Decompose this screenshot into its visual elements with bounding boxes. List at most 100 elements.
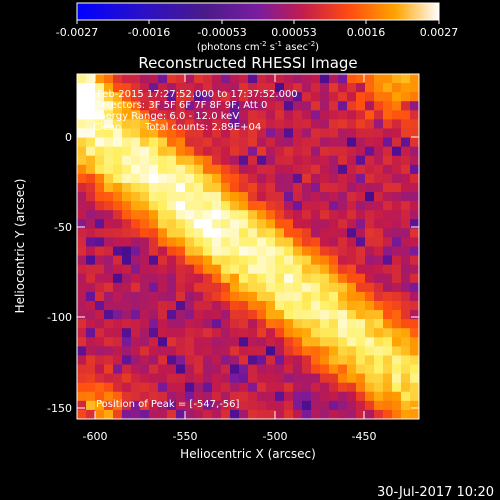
heatmap-cell: [212, 101, 222, 111]
heatmap-cell: [95, 310, 105, 320]
heatmap-cell: [230, 355, 240, 366]
heatmap-cell: [158, 182, 168, 193]
heatmap-cell: [266, 273, 276, 284]
heatmap-cell: [392, 382, 402, 393]
heatmap-cell: [302, 310, 312, 320]
heatmap-cell: [176, 337, 186, 347]
heatmap-cell: [383, 382, 393, 393]
heatmap-cell: [410, 346, 419, 357]
heatmap-cell: [149, 110, 159, 120]
heatmap-cell: [131, 110, 141, 120]
heatmap-cell: [194, 346, 204, 357]
heatmap-cell: [347, 291, 357, 302]
heatmap-cell: [347, 210, 357, 220]
heatmap-cell: [338, 328, 348, 338]
heatmap-cell: [221, 400, 231, 411]
heatmap-cell: [212, 255, 222, 266]
heatmap-cell: [95, 119, 105, 130]
heatmap-cell: [113, 237, 123, 248]
heatmap-cell: [131, 310, 141, 320]
heatmap-cell: [383, 364, 393, 375]
heatmap-cell: [239, 219, 249, 229]
heatmap-cell: [167, 319, 177, 329]
heatmap-cell: [167, 382, 177, 393]
heatmap-cell: [86, 255, 96, 266]
heatmap-cell: [383, 346, 393, 357]
heatmap-cell: [383, 337, 393, 347]
heatmap-cell: [221, 173, 231, 184]
heatmap-cell: [392, 182, 402, 193]
heatmap-cell: [158, 201, 168, 211]
heatmap-cell: [131, 382, 141, 393]
heatmap-cell: [77, 409, 87, 419]
heatmap-cell: [95, 182, 105, 193]
heatmap-cell: [176, 382, 186, 393]
heatmap-cell: [158, 282, 168, 293]
heatmap-cell: [266, 201, 276, 211]
heatmap-cell: [347, 282, 357, 293]
heatmap-cell: [311, 364, 321, 375]
heatmap-cell: [284, 74, 294, 84]
heatmap-cell: [293, 400, 303, 411]
heatmap-cell: [167, 155, 177, 166]
heatmap-cell: [203, 192, 213, 202]
heatmap-cell: [230, 119, 240, 130]
heatmap-cell: [356, 373, 366, 384]
heatmap-cell: [239, 346, 249, 357]
heatmap-cell: [221, 282, 231, 293]
heatmap-cell: [158, 164, 168, 175]
heatmap-cell: [311, 210, 321, 220]
heatmap-cell: [347, 273, 357, 284]
heatmap-cell: [140, 300, 150, 311]
heatmap-cell: [203, 264, 213, 275]
heatmap-cell: [311, 382, 321, 393]
heatmap-cell: [86, 328, 96, 338]
heatmap-cell: [212, 346, 222, 357]
heatmap-cell: [149, 119, 159, 130]
heatmap-cell: [113, 246, 123, 257]
heatmap-cell: [257, 246, 267, 257]
heatmap-cell: [203, 373, 213, 384]
heatmap-cell: [194, 364, 204, 375]
heatmap-cell: [158, 364, 168, 375]
heatmap-cell: [167, 364, 177, 375]
heatmap-cell: [149, 264, 159, 275]
heatmap-cell: [221, 310, 231, 320]
heatmap-cell: [284, 164, 294, 175]
heatmap-cell: [158, 110, 168, 120]
heatmap-cell: [347, 409, 357, 419]
heatmap-cell: [86, 373, 96, 384]
heatmap-cell: [401, 328, 411, 338]
heatmap-cell: [131, 246, 141, 257]
heatmap-cell: [410, 282, 419, 293]
heatmap-cell: [401, 273, 411, 284]
heatmap-cell: [176, 128, 186, 139]
heatmap-cell: [266, 192, 276, 202]
heatmap-cell: [194, 237, 204, 248]
heatmap-cell: [176, 319, 186, 329]
heatmap-cell: [149, 246, 159, 257]
heatmap-cell: [320, 192, 330, 202]
heatmap-cell: [347, 337, 357, 347]
heatmap-cell: [320, 246, 330, 257]
heatmap-cell: [176, 264, 186, 275]
heatmap-cell: [86, 155, 96, 166]
heatmap-cell: [95, 110, 105, 120]
heatmap-cell: [239, 164, 249, 175]
heatmap-cell: [212, 337, 222, 347]
heatmap-cell: [365, 92, 375, 102]
heatmap-cell: [221, 182, 231, 193]
heatmap-cell: [113, 210, 123, 220]
heatmap-cell: [212, 291, 222, 302]
heatmap-cell: [302, 300, 312, 311]
heatmap-cell: [122, 155, 132, 166]
heatmap-cell: [338, 400, 348, 411]
heatmap-cell: [248, 119, 258, 130]
heatmap-cell: [122, 119, 132, 130]
heatmap-cell: [284, 83, 294, 93]
heatmap-cell: [410, 273, 419, 284]
heatmap-cell: [131, 219, 141, 229]
heatmap-cell: [158, 192, 168, 202]
heatmap-cell: [230, 255, 240, 266]
heatmap-cell: [140, 237, 150, 248]
